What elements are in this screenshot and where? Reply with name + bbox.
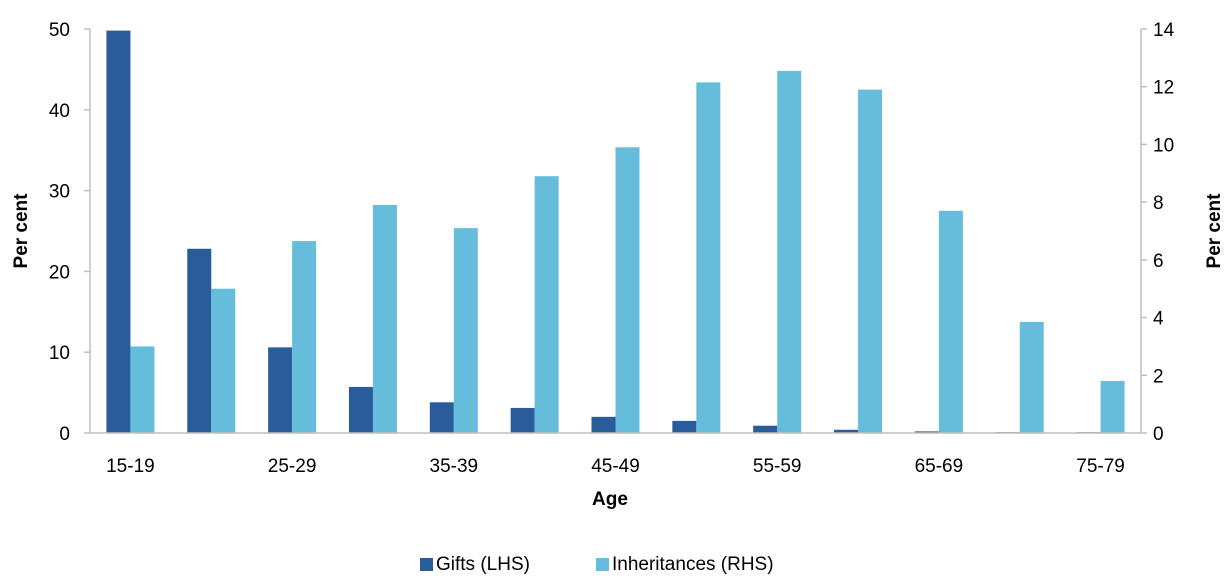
legend: Gifts (LHS) Inheritances (RHS) [420, 554, 774, 575]
left-y-tick-label: 20 [49, 262, 70, 283]
bar-inheritances [615, 147, 640, 434]
bar-inheritances [696, 82, 721, 433]
right-y-tick-label: 6 [1153, 251, 1164, 272]
legend-swatch-inheritances [596, 558, 609, 571]
right-y-tick-label: 2 [1153, 366, 1164, 387]
bar-gifts [753, 425, 778, 433]
bar-inheritances [938, 210, 963, 433]
bar-gifts [268, 347, 293, 433]
bar-gifts [106, 30, 131, 434]
bar-inheritances [372, 205, 397, 433]
plot-area [106, 30, 1125, 434]
left-y-axis-title: Per cent [11, 193, 32, 269]
bar-inheritances [1100, 381, 1125, 433]
x-tick-label: 55-59 [753, 456, 802, 477]
right-y-axis: 0 2 4 6 8 10 12 14 [1141, 20, 1175, 445]
x-tick-label: 45-49 [591, 456, 640, 477]
right-y-tick-label: 10 [1153, 135, 1174, 156]
bar-gifts [429, 402, 454, 433]
bar-inheritances [292, 241, 317, 433]
left-y-tick-label: 50 [49, 20, 70, 41]
right-y-tick-label: 4 [1153, 309, 1164, 330]
right-y-tick-label: 8 [1153, 193, 1164, 214]
x-tick-label: 15-19 [106, 456, 155, 477]
bar-gifts [187, 248, 212, 433]
left-y-tick-label: 40 [49, 101, 70, 122]
x-axis: 15-19 25-29 35-39 45-49 55-59 65-69 75-79 [106, 456, 1125, 477]
bar-gifts [591, 416, 616, 433]
x-axis-title: Age [592, 489, 628, 510]
bar-inheritances [130, 346, 155, 433]
right-y-tick-label: 14 [1153, 20, 1175, 41]
left-y-tick-label: 30 [49, 182, 70, 203]
bar-gifts [834, 429, 859, 433]
x-tick-label: 25-29 [268, 456, 317, 477]
left-y-axis: 0 10 20 30 40 50 [49, 20, 90, 445]
bar-gifts [348, 386, 373, 433]
right-y-tick-label: 12 [1153, 78, 1174, 99]
right-y-axis-title: Per cent [1204, 193, 1224, 269]
bar-inheritances [858, 89, 883, 433]
left-y-tick-label: 0 [59, 424, 70, 445]
bar-gifts [672, 420, 697, 433]
legend-label-gifts: Gifts (LHS) [436, 554, 530, 575]
x-tick-label: 65-69 [915, 456, 964, 477]
x-tick-label: 35-39 [430, 456, 479, 477]
bar-inheritances [453, 228, 478, 433]
bar-inheritances [777, 70, 802, 433]
bar-inheritances [211, 288, 236, 433]
bar-inheritances [1019, 321, 1044, 433]
left-y-tick-label: 10 [49, 343, 70, 364]
bar-inheritances [534, 176, 559, 433]
right-y-tick-label: 0 [1153, 424, 1164, 445]
x-tick-label: 75-79 [1076, 456, 1125, 477]
legend-swatch-gifts [420, 558, 433, 571]
bar-gifts [914, 431, 939, 433]
bar-gifts [510, 407, 535, 433]
legend-label-inheritances: Inheritances (RHS) [612, 554, 774, 575]
